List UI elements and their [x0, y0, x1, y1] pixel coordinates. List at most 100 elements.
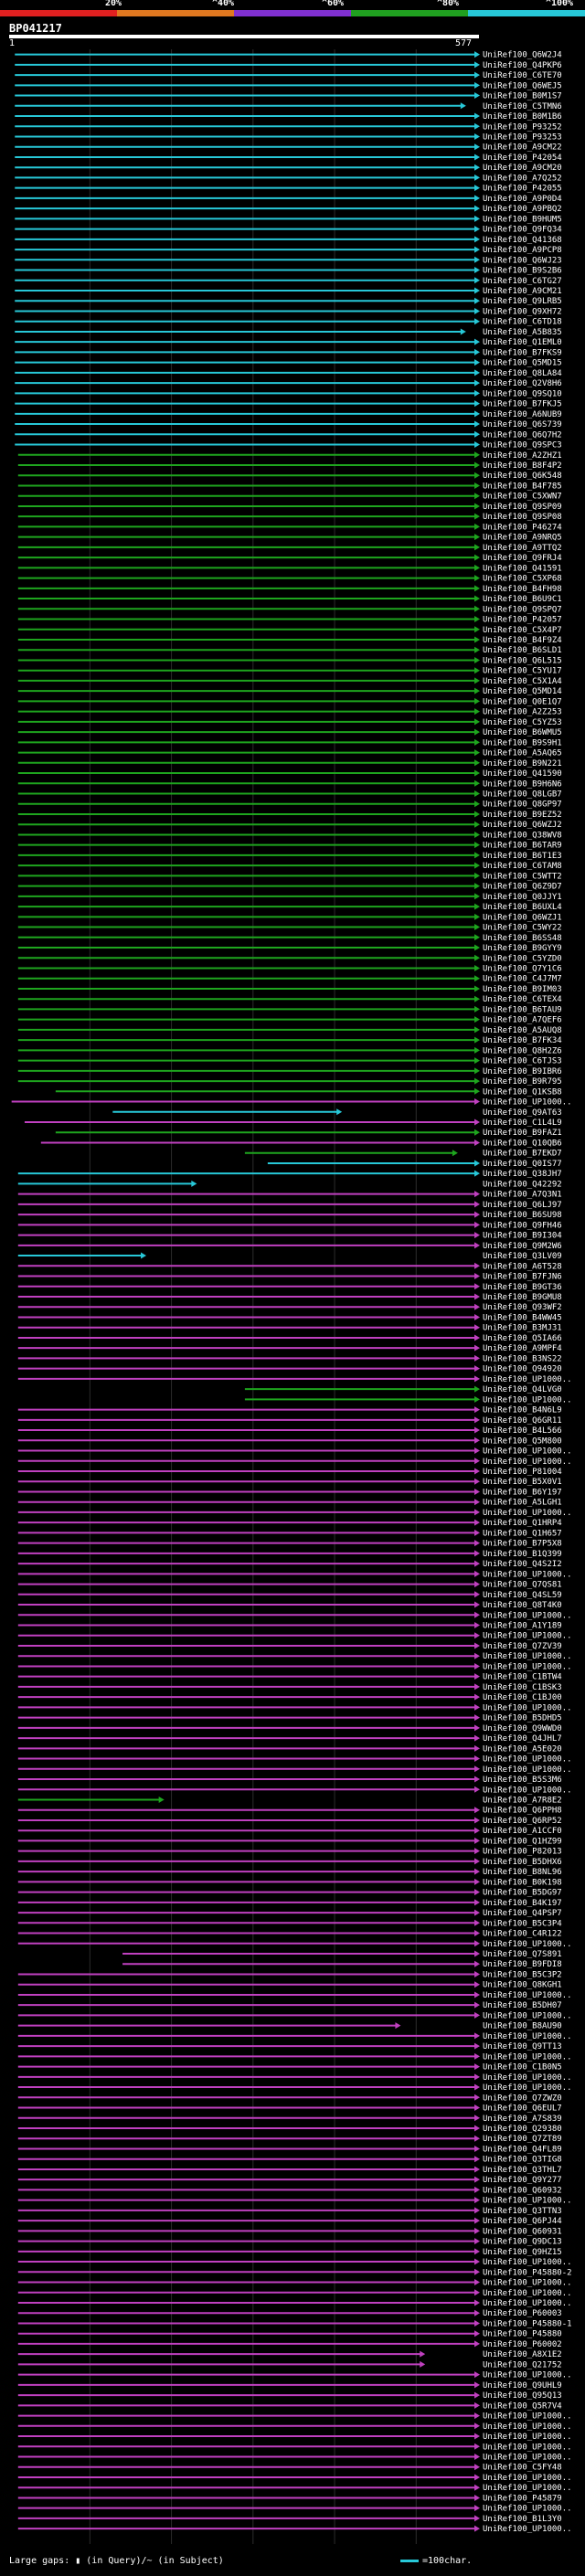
hit-row[interactable]: UniRef100_Q9SP08	[17, 513, 562, 522]
hit-label[interactable]: UniRef100_B6SLD1	[483, 646, 562, 655]
hit-label[interactable]: UniRef100_Q0E1Q7	[483, 697, 562, 706]
hit-label[interactable]: UniRef100_Q9XH72	[483, 307, 562, 316]
hit-row[interactable]: UniRef100_B7FK34	[17, 1036, 562, 1045]
hit-row[interactable]: UniRef100_UP1000..	[17, 1662, 572, 1671]
hit-row[interactable]: UniRef100_Q4PSP7	[17, 1909, 562, 1918]
hit-label[interactable]: UniRef100_Q60932	[483, 2186, 562, 2195]
hit-row[interactable]: UniRef100_B6SLD1	[17, 646, 562, 655]
hit-row[interactable]: UniRef100_UP1000..	[17, 1755, 572, 1765]
hit-label[interactable]: UniRef100_Q8T4K0	[483, 1601, 562, 1610]
hit-label[interactable]: UniRef100_C6TE70	[483, 71, 562, 80]
hit-row[interactable]: UniRef100_UP1000..	[17, 2433, 572, 2442]
hit-label[interactable]: UniRef100_Q60931	[483, 2227, 562, 2236]
hit-label[interactable]: UniRef100_P45880-1	[483, 2319, 572, 2328]
hit-row[interactable]: UniRef100_B8AU90	[17, 2022, 562, 2031]
hit-row[interactable]: UniRef100_B9FDI8	[122, 1960, 562, 1969]
hit-label[interactable]: UniRef100_C5YZ53	[483, 718, 562, 727]
hit-row[interactable]: UniRef100_A9CM22	[15, 143, 562, 153]
hit-row[interactable]: UniRef100_Q1HZ99	[17, 1837, 562, 1846]
hit-label[interactable]: UniRef100_UP1000..	[483, 1786, 572, 1795]
hit-label[interactable]: UniRef100_B6Y197	[483, 1488, 562, 1497]
hit-row[interactable]: UniRef100_UP1000..	[17, 1765, 572, 1775]
hit-row[interactable]: UniRef100_Q9SQ10	[15, 389, 562, 398]
hit-row[interactable]: UniRef100_A5LGH1	[17, 1499, 562, 1508]
hit-label[interactable]: UniRef100_Q1KSB8	[483, 1087, 562, 1097]
hit-row[interactable]: UniRef100_Q3LV09	[17, 1252, 562, 1261]
hit-row[interactable]: UniRef100_B6TAR9	[17, 842, 562, 851]
hit-label[interactable]: UniRef100_Q9HZ15	[483, 2248, 562, 2257]
hit-label[interactable]: UniRef100_Q7ZWZ0	[483, 2094, 562, 2103]
hit-label[interactable]: UniRef100_A9MPF4	[483, 1344, 562, 1353]
hit-row[interactable]: UniRef100_Q4LVG0	[244, 1385, 562, 1394]
hit-label[interactable]: UniRef100_A9CM20	[483, 164, 562, 173]
hit-row[interactable]: UniRef100_C1BSK3	[17, 1683, 562, 1692]
hit-row[interactable]: UniRef100_UP1000..	[17, 1940, 572, 1949]
hit-row[interactable]: UniRef100_C5FY48	[17, 2464, 562, 2473]
hit-label[interactable]: UniRef100_UP1000..	[483, 2011, 572, 2020]
hit-label[interactable]: UniRef100_Q4PKP6	[483, 61, 562, 70]
hit-row[interactable]: UniRef100_Q3TIG8	[17, 2156, 562, 2165]
hit-label[interactable]: UniRef100_Q6S739	[483, 420, 562, 429]
hit-label[interactable]: UniRef100_B9GMU8	[483, 1293, 562, 1302]
hit-label[interactable]: UniRef100_Q9SP08	[483, 513, 562, 522]
hit-row[interactable]: UniRef100_Q38WV8	[17, 831, 562, 840]
hit-row[interactable]: UniRef100_Q5R7V4	[17, 2401, 562, 2411]
hit-label[interactable]: UniRef100_P81004	[483, 1468, 562, 1477]
hit-row[interactable]: UniRef100_A9CM20	[15, 164, 562, 173]
hit-row[interactable]: UniRef100_Q93WF2	[17, 1303, 562, 1312]
hit-row[interactable]: UniRef100_C1BTW4	[17, 1673, 562, 1682]
hit-row[interactable]: UniRef100_Q2V8H6	[15, 379, 562, 388]
hit-row[interactable]: UniRef100_UP1000..	[17, 1570, 572, 1579]
hit-label[interactable]: UniRef100_P45880	[483, 2330, 562, 2339]
hit-label[interactable]: UniRef100_UP1000..	[483, 2422, 572, 2432]
hit-row[interactable]: UniRef100_Q6K548	[17, 472, 562, 481]
hit-label[interactable]: UniRef100_UP1000..	[483, 1447, 572, 1457]
hit-row[interactable]: UniRef100_A2Z253	[17, 708, 562, 717]
hit-row[interactable]: UniRef100_A1Y189	[17, 1622, 562, 1631]
hit-label[interactable]: UniRef100_Q9FH46	[483, 1221, 562, 1230]
hit-row[interactable]: UniRef100_UP1000..	[17, 1652, 572, 1661]
hit-label[interactable]: UniRef100_UP1000..	[483, 2083, 572, 2093]
hit-label[interactable]: UniRef100_UP1000..	[483, 1991, 572, 2000]
hit-label[interactable]: UniRef100_C1B0N5	[483, 2063, 562, 2072]
hit-row[interactable]: UniRef100_UP1000..	[17, 1703, 572, 1712]
hit-label[interactable]: UniRef100_UP1000..	[483, 1611, 572, 1620]
hit-row[interactable]: UniRef100_A9P0D4	[15, 195, 562, 204]
hit-label[interactable]: UniRef100_C5TMN6	[483, 102, 562, 111]
hit-row[interactable]: UniRef100_P45879	[17, 2494, 562, 2503]
hit-row[interactable]: UniRef100_B4F9Z4	[17, 636, 562, 645]
hit-label[interactable]: UniRef100_Q4SL59	[483, 1591, 562, 1600]
hit-label[interactable]: UniRef100_A2Z253	[483, 708, 562, 717]
hit-row[interactable]: UniRef100_B9HUM5	[15, 215, 562, 224]
hit-label[interactable]: UniRef100_B5C3P4	[483, 1919, 562, 1928]
hit-row[interactable]: UniRef100_B9I304	[17, 1232, 562, 1241]
hit-label[interactable]: UniRef100_Q8LGB7	[483, 790, 562, 800]
hit-label[interactable]: UniRef100_A2ZHZ1	[483, 451, 562, 461]
hit-label[interactable]: UniRef100_B6TAR9	[483, 842, 562, 851]
hit-row[interactable]: UniRef100_B5S3M6	[17, 1776, 562, 1785]
hit-row[interactable]: UniRef100_A7QEF6	[17, 1016, 562, 1025]
hit-label[interactable]: UniRef100_B5DH07	[483, 2001, 562, 2010]
hit-label[interactable]: UniRef100_UP1000..	[483, 1632, 572, 1641]
hit-label[interactable]: UniRef100_C5XP68	[483, 575, 562, 584]
hit-row[interactable]: UniRef100_P82013	[17, 1848, 562, 1857]
hit-row[interactable]: UniRef100_A7Q252	[15, 174, 562, 183]
hit-row[interactable]: UniRef100_A9MPF4	[17, 1344, 562, 1353]
hit-row[interactable]: UniRef100_Q9AT63	[112, 1108, 562, 1118]
hit-label[interactable]: UniRef100_B4F785	[483, 482, 562, 491]
hit-label[interactable]: UniRef100_C1BJ00	[483, 1693, 562, 1702]
hit-label[interactable]: UniRef100_Q0IS77	[483, 1160, 562, 1169]
hit-label[interactable]: UniRef100_A7S839	[483, 2115, 562, 2124]
hit-row[interactable]: UniRef100_C6TJS3	[17, 1057, 562, 1066]
hit-row[interactable]: UniRef100_C5X4P7	[17, 626, 562, 635]
hit-row[interactable]: UniRef100_B6UXL4	[17, 903, 562, 912]
hit-row[interactable]: UniRef100_UP1000..	[17, 2422, 572, 2432]
hit-row[interactable]: UniRef100_A7Q3N1	[17, 1191, 562, 1200]
hit-row[interactable]: UniRef100_B9S9H1	[17, 738, 562, 747]
hit-row[interactable]: UniRef100_Q6EUL7	[17, 2104, 562, 2114]
hit-row[interactable]: UniRef100_C6TAM8	[17, 862, 562, 871]
hit-label[interactable]: UniRef100_C5FY48	[483, 2464, 562, 2473]
hit-row[interactable]: UniRef100_B7FKJ5	[15, 400, 562, 409]
hit-label[interactable]: UniRef100_B7FJN6	[483, 1273, 562, 1282]
hit-row[interactable]: UniRef100_P45880-1	[17, 2319, 572, 2328]
